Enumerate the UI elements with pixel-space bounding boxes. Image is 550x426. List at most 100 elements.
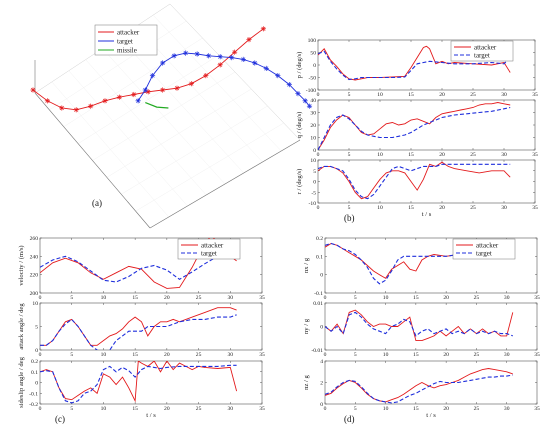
y-tick-label: -0.01 <box>311 348 323 354</box>
grid-line <box>152 14 282 152</box>
marker-target <box>229 55 235 61</box>
marker-stroke <box>136 98 141 103</box>
x-tick-label: 35 <box>532 152 538 158</box>
y-tick-label: 100 <box>308 38 317 44</box>
x-tick-label: 35 <box>259 295 265 301</box>
x-tick-label: 15 <box>413 295 419 301</box>
marker-target <box>149 73 156 79</box>
series-line-target <box>40 314 237 350</box>
panel-label-b: (b) <box>344 213 355 223</box>
y-tick-label: -0.2 <box>29 402 38 408</box>
y-tick-label: -50 <box>309 76 317 82</box>
x-tick-label: 0 <box>39 406 42 412</box>
marker-attacker <box>232 49 238 55</box>
x-tick-label: 5 <box>70 295 73 301</box>
subplot-d3: 0 5 10 15 20 25 30 35 0 2 4 nz / g t / s <box>303 359 540 419</box>
x-tick-label: 10 <box>377 92 383 98</box>
marker-target <box>217 54 223 60</box>
x-tick-label: 0 <box>39 352 42 358</box>
y-axis-label: sideslip angle / deg <box>18 356 25 407</box>
x-axis-label: t / s <box>146 412 156 419</box>
x-tick-label: 35 <box>534 352 540 358</box>
y-tick-label: 260 <box>30 236 39 242</box>
x-tick-label: 30 <box>501 205 507 211</box>
axis-edge <box>149 139 301 229</box>
x-tick-label: 15 <box>132 352 138 358</box>
x-axis-label: t / s <box>426 412 436 419</box>
axes-frame <box>317 99 536 151</box>
marker-stroke <box>303 98 308 103</box>
marker-stroke <box>189 81 194 86</box>
y-tick-label: 5 <box>35 325 38 331</box>
series-line-attacker <box>318 161 511 200</box>
y-tick-label: -100 <box>306 88 316 94</box>
marker-stroke <box>183 51 188 56</box>
x-axis-label: t / s <box>422 211 432 218</box>
series-line-attacker <box>40 238 237 289</box>
grid-line <box>102 48 226 185</box>
marker-attacker <box>145 89 151 95</box>
x-tick-label: 15 <box>132 406 138 412</box>
marker-target <box>302 98 308 104</box>
legend-label-attacker: attacker <box>476 241 499 249</box>
legend-label-attacker: attacker <box>201 241 224 249</box>
y-axis-label: p / (deg/s) <box>296 52 303 79</box>
series-line-attacker <box>40 361 238 403</box>
marker-attacker <box>246 37 252 43</box>
series-line-target <box>318 50 511 81</box>
marker-stroke <box>252 60 257 66</box>
marker-target <box>306 103 313 109</box>
marker-stroke <box>241 57 246 62</box>
y-axis-label: velocity / (m/s) <box>18 245 25 285</box>
legend-label-target: target <box>476 249 492 257</box>
x-tick-label: 25 <box>474 352 480 358</box>
series-line-target <box>318 163 511 200</box>
y-tick-label: 0 <box>313 180 316 186</box>
x-tick-label: 30 <box>501 92 507 98</box>
y-tick-label: 0 <box>320 325 323 331</box>
subplot-b1: 0 5 10 15 20 25 30 35 -100 -50 0 50 100 p / (deg/s) at… <box>296 38 538 98</box>
x-tick-label: 0 <box>317 92 320 98</box>
marker-target <box>135 98 141 104</box>
y-tick-label: 0 <box>35 348 38 354</box>
x-tick-label: 0 <box>39 295 42 301</box>
marker-target <box>263 65 269 71</box>
series-line-attacker <box>325 309 514 342</box>
x-tick-label: 0 <box>324 295 327 301</box>
x-tick-label: 10 <box>377 205 383 211</box>
y-tick-label: 10 <box>310 136 316 142</box>
subplot-b3: 0 5 10 15 20 25 30 35 -10 -5 0 5 10 r / (deg/s) t / s <box>296 158 538 218</box>
marker-stroke <box>102 98 108 103</box>
series-line-target <box>40 246 237 283</box>
y-tick-label: 220 <box>30 273 39 279</box>
x-tick-label: 20 <box>164 406 170 412</box>
y-tick-label: 10 <box>310 158 316 164</box>
x-tick-label: 35 <box>259 352 265 358</box>
x-tick-label: 20 <box>164 352 170 358</box>
subplot-c1: 0 5 10 15 20 25 30 35 200 220 240 260 velocity / (m/… <box>18 236 265 301</box>
x-tick-label: 30 <box>227 406 233 412</box>
x-tick-label: 10 <box>101 295 107 301</box>
marker-stroke <box>160 60 165 66</box>
marker-attacker <box>217 62 223 68</box>
x-tick-label: 30 <box>504 406 510 412</box>
y-tick-label: 0.2 <box>316 236 323 242</box>
x-tick-label: 10 <box>101 406 107 412</box>
x-tick-label: 20 <box>443 295 449 301</box>
y-tick-label: -10 <box>309 201 317 207</box>
marker-stroke <box>295 91 301 96</box>
marker-target <box>194 51 200 57</box>
legend-label-attacker: attacker <box>117 28 140 36</box>
x-tick-label: 15 <box>413 406 419 412</box>
y-tick-label: 4 <box>320 359 323 365</box>
y-tick-label: 40 <box>310 98 316 104</box>
y-tick-label: 240 <box>30 254 39 260</box>
y-tick-label: 0.01 <box>313 301 323 307</box>
x-tick-label: 25 <box>470 92 476 98</box>
x-tick-label: 20 <box>439 152 445 158</box>
x-tick-label: 15 <box>408 92 414 98</box>
legend-label-missile: missile <box>117 46 137 54</box>
